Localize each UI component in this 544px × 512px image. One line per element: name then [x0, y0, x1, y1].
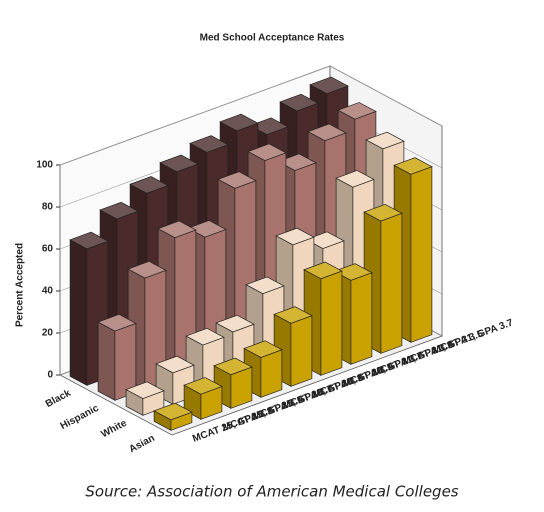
bar-top: [127, 260, 167, 279]
bar-top: [125, 381, 165, 399]
bar: [153, 402, 193, 431]
bar-top: [185, 327, 225, 346]
bar-front: [380, 212, 403, 354]
bar-top: [69, 231, 109, 250]
bar-top: [129, 176, 169, 194]
bar-top: [279, 93, 319, 112]
bar: [97, 313, 137, 401]
bar-top: [277, 153, 317, 171]
bar-top: [333, 263, 373, 281]
bar-top: [215, 314, 255, 333]
bar: [213, 357, 253, 409]
series-label: White: [99, 418, 129, 441]
grid-line: [329, 65, 443, 127]
bar-top: [187, 220, 227, 238]
bar-top: [155, 355, 195, 374]
bar: [183, 377, 223, 420]
bar-side: [97, 321, 116, 401]
bar-top: [303, 261, 343, 280]
x-tick-label: MCAT 31, GPA 3.7: [431, 317, 515, 357]
bar-top: [97, 313, 137, 332]
source-note: Source: Association of American Medical …: [85, 483, 458, 501]
bar-front: [410, 166, 433, 343]
bar-top: [245, 276, 285, 295]
bar-top: [217, 171, 257, 189]
bar-top: [99, 201, 139, 220]
bar-front: [290, 315, 313, 387]
bar-front: [350, 272, 373, 365]
y-axis-title: Percent Accepted: [15, 243, 26, 327]
bar-top: [337, 102, 377, 120]
chart-title: Med School Acceptance Rates: [200, 33, 345, 44]
bar-top: [159, 154, 199, 173]
bar-top: [335, 170, 375, 188]
bar-side: [69, 239, 88, 386]
y-tick-label: 100: [36, 160, 53, 171]
bar-top: [363, 203, 403, 222]
bar-top: [247, 143, 287, 161]
y-tick-label: 20: [42, 328, 54, 339]
bar-top: [305, 231, 345, 249]
series-label: Asian: [127, 433, 156, 455]
y-tick-label: 40: [42, 286, 54, 297]
series-label: Black: [44, 388, 73, 410]
bar-top: [273, 306, 313, 324]
bar: [157, 220, 197, 379]
y-tick-label: 0: [47, 370, 53, 381]
bar-top: [219, 113, 259, 132]
bar-front: [320, 270, 343, 376]
bar-top: [213, 357, 253, 376]
series-label: Hispanic: [59, 403, 101, 432]
bar-top: [307, 123, 347, 142]
bar: [273, 306, 313, 387]
y-tick-label: 60: [42, 244, 54, 255]
bar: [363, 203, 403, 354]
bar-top: [309, 76, 349, 95]
bar-top: [275, 227, 315, 246]
bar-top: [365, 131, 405, 150]
y-tick-label: 80: [42, 202, 54, 213]
bar-top: [393, 157, 433, 175]
bar-top: [189, 135, 229, 153]
bar-top: [243, 340, 283, 358]
bar-top: [157, 220, 197, 239]
bar-top: [249, 117, 289, 135]
bar-front: [260, 349, 283, 398]
grid-line: [59, 65, 331, 166]
bar-top: [153, 402, 193, 421]
bar-top: [183, 377, 223, 395]
